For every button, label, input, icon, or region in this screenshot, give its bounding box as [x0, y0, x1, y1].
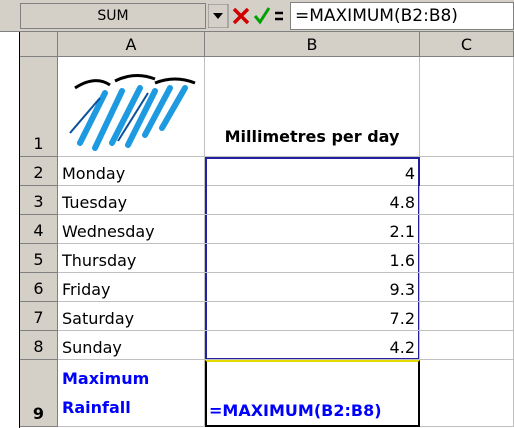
cell[interactable]: Sunday — [58, 331, 205, 360]
cell[interactable]: Millimetres per day — [205, 57, 420, 157]
cell[interactable] — [420, 157, 514, 186]
cell[interactable]: 4.2 — [205, 331, 420, 360]
corner-header — [20, 32, 58, 57]
cell[interactable]: Monday — [58, 157, 205, 186]
cell[interactable]: Thursday — [58, 244, 205, 273]
cell[interactable] — [420, 215, 514, 244]
cell[interactable] — [420, 331, 514, 360]
cell[interactable]: 9.3 — [205, 273, 420, 302]
cell[interactable]: 7.2 — [205, 302, 420, 331]
cell[interactable]: Tuesday — [58, 186, 205, 215]
cell[interactable] — [420, 244, 514, 273]
cell[interactable]: Friday — [58, 273, 205, 302]
cell[interactable]: Wednesday — [58, 215, 205, 244]
row-header[interactable]: 5 — [20, 244, 58, 273]
row-header[interactable]: 1 — [20, 57, 58, 157]
cell[interactable]: 4.8 — [205, 186, 420, 215]
cell[interactable] — [420, 57, 514, 157]
cell[interactable]: Saturday — [58, 302, 205, 331]
cell[interactable] — [420, 360, 514, 427]
column-header[interactable]: C — [420, 32, 514, 57]
cell[interactable] — [420, 273, 514, 302]
cell[interactable] — [420, 186, 514, 215]
cell[interactable] — [420, 302, 514, 331]
row-header[interactable]: 3 — [20, 186, 58, 215]
cell[interactable]: Maximum Rainfall — [58, 360, 205, 427]
row-header[interactable]: 9 — [20, 360, 58, 427]
spreadsheet-screen: SUM =MAXIMUM(B2:B8) ABC1Millimetres per … — [0, 0, 514, 428]
cell[interactable]: 2.1 — [205, 215, 420, 244]
rain-clipart — [60, 63, 200, 153]
column-header[interactable]: A — [58, 32, 205, 57]
cell[interactable]: 1.6 — [205, 244, 420, 273]
row-header[interactable]: 2 — [20, 157, 58, 186]
selected-cell-border — [205, 360, 420, 427]
row-header[interactable]: 8 — [20, 331, 58, 360]
column-header[interactable]: B — [205, 32, 420, 57]
row-header[interactable]: 7 — [20, 302, 58, 331]
row-header[interactable]: 6 — [20, 273, 58, 302]
row-header[interactable]: 4 — [20, 215, 58, 244]
sheet-grid: ABC1Millimetres per day2Monday43Tuesday4… — [0, 0, 514, 428]
